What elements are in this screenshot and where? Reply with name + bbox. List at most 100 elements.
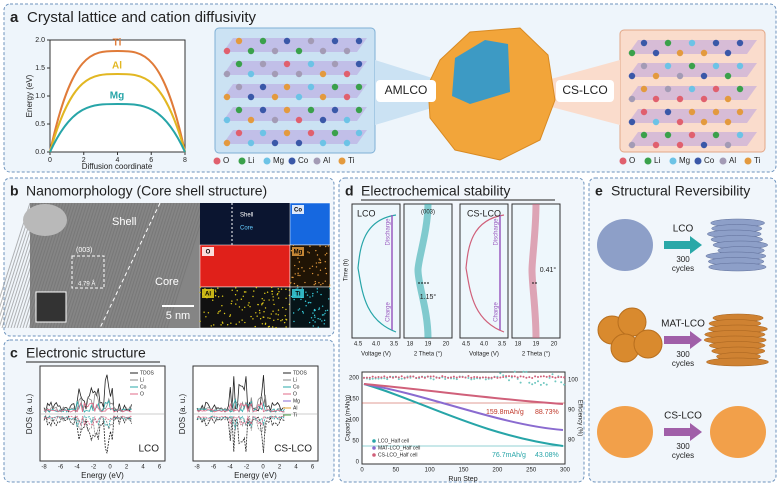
map-speckle xyxy=(217,312,219,314)
efficiency-point xyxy=(386,376,389,379)
atom xyxy=(343,47,351,55)
map-speckle xyxy=(266,291,269,293)
map-speckle xyxy=(270,313,272,315)
efficiency-point xyxy=(400,377,403,380)
map-speckle xyxy=(297,272,299,275)
atom xyxy=(652,72,660,80)
efficiency-point xyxy=(467,375,470,378)
octahedra-layer xyxy=(628,109,757,123)
legend-dot xyxy=(372,439,376,443)
atom xyxy=(319,116,327,124)
map-label: Al xyxy=(205,292,211,298)
efficiency-point xyxy=(554,376,557,379)
map-speckle xyxy=(319,259,321,261)
dos-up xyxy=(196,398,285,413)
legend-label: Co xyxy=(704,156,715,165)
map-speckle xyxy=(320,293,322,296)
map-speckle xyxy=(210,325,212,327)
legend-label: Li xyxy=(293,377,297,383)
region-label: Core xyxy=(155,276,179,288)
peak-band xyxy=(528,203,540,339)
atom xyxy=(343,70,351,78)
atom xyxy=(331,106,339,114)
map-speckle xyxy=(299,274,301,277)
map-speckle xyxy=(294,273,296,275)
map-speckle xyxy=(285,288,287,291)
efficiency-point xyxy=(545,383,548,386)
atom xyxy=(247,139,255,147)
efficiency-point xyxy=(522,370,525,373)
atom xyxy=(235,129,243,137)
legend-label: Al xyxy=(323,156,330,165)
efficiency-point xyxy=(383,375,386,378)
legend-label: Co xyxy=(298,156,309,165)
map-speckle xyxy=(238,306,241,308)
atom xyxy=(295,70,303,78)
axis-label: DOS (a. u.) xyxy=(25,393,34,434)
axis-label: Diffusion coordinate xyxy=(82,162,153,171)
map-speckle xyxy=(316,254,319,256)
map-speckle xyxy=(301,287,303,289)
atom xyxy=(223,70,231,78)
map-speckle xyxy=(322,282,324,285)
annotation: 43.08% xyxy=(535,452,559,459)
map-speckle xyxy=(324,312,326,315)
efficiency-point xyxy=(542,381,545,384)
efficiency-point xyxy=(368,376,371,379)
legend-label: Ti xyxy=(293,412,297,418)
efficiency-point xyxy=(418,376,421,379)
efficiency-point xyxy=(534,375,537,378)
efficiency-point xyxy=(455,378,458,381)
atom xyxy=(712,85,720,93)
map-label: Ti xyxy=(295,292,301,298)
map-speckle xyxy=(255,312,257,314)
map-speckle xyxy=(312,319,314,321)
legend-label: O xyxy=(223,156,229,165)
map-speckle xyxy=(247,304,249,306)
map-speckle xyxy=(234,293,237,296)
y-tick-label: 0 xyxy=(356,460,360,466)
efficiency-point xyxy=(415,376,418,379)
efficiency-point xyxy=(542,375,545,378)
lattice-fringe xyxy=(133,202,175,329)
map-speckle xyxy=(278,291,280,293)
axis-label: Run Step xyxy=(448,476,477,483)
annotation: 88.73% xyxy=(535,409,559,416)
axis-label: Energy (eV) xyxy=(25,74,34,117)
efficiency-point xyxy=(377,376,380,379)
atom xyxy=(319,139,327,147)
map-speckle xyxy=(293,282,296,285)
x-tick-label: -2 xyxy=(244,465,250,471)
atom xyxy=(271,93,279,101)
map-speckle xyxy=(271,286,273,289)
map-speckle xyxy=(326,309,329,312)
map-speckle xyxy=(318,307,321,309)
cycles-label: cycles xyxy=(672,359,694,368)
region-label: Shell xyxy=(112,216,136,228)
axis-label: 2 Theta (°) xyxy=(414,352,442,358)
atom xyxy=(307,129,315,137)
map-speckle xyxy=(304,300,307,302)
plane-label: (003) xyxy=(76,247,92,254)
lattice-fringe xyxy=(142,202,184,329)
map-speckle xyxy=(282,306,284,309)
map-speckle xyxy=(215,291,217,293)
efficiency-point xyxy=(534,381,537,384)
x-tick-label: 4.5 xyxy=(462,342,471,348)
efficiency-point xyxy=(438,376,441,379)
particle xyxy=(597,406,653,458)
cycles-label: 300 xyxy=(676,442,690,451)
map-speckle xyxy=(255,286,258,289)
efficiency-point xyxy=(560,375,563,378)
atom xyxy=(295,139,303,147)
y-tick-label: 1.5 xyxy=(35,65,45,72)
x-tick-label: 4.5 xyxy=(354,342,363,348)
axis-label: Time (h) xyxy=(344,259,350,281)
map-speckle xyxy=(314,309,316,311)
map-label: O xyxy=(206,250,211,256)
atom xyxy=(676,141,684,149)
map-speckle xyxy=(300,298,302,301)
cycles-label: 300 xyxy=(676,350,690,359)
efficiency-point xyxy=(531,376,534,379)
map-speckle xyxy=(323,319,326,322)
